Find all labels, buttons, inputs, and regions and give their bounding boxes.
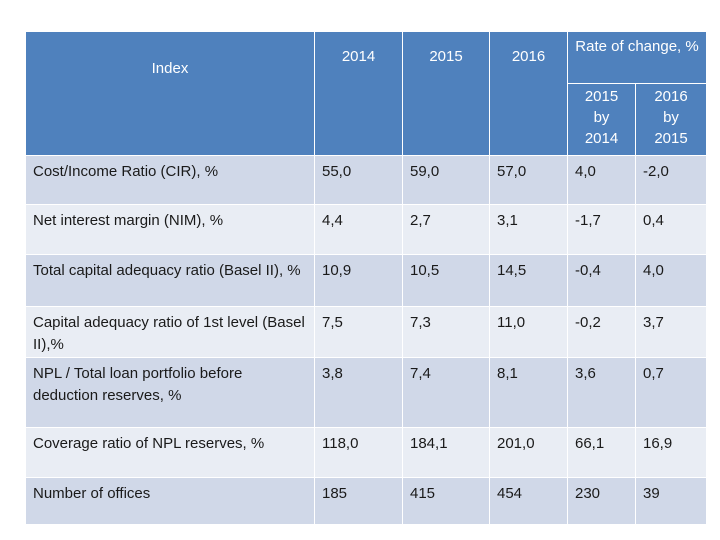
header-index: Index bbox=[25, 31, 315, 156]
cell-2016: 11,0 bbox=[489, 306, 568, 358]
header-sub-line: by bbox=[663, 109, 679, 126]
cell-change-2016-by-2015: 0,4 bbox=[634, 204, 708, 255]
header-rate-of-change-text: Rate of change, % bbox=[575, 38, 699, 55]
cell-change-2016-by-2015: 0,7 bbox=[634, 357, 708, 428]
table-row: Net interest margin (NIM), % 4,4 2,7 3,1… bbox=[25, 204, 708, 255]
row-label: Net interest margin (NIM), % bbox=[25, 204, 315, 255]
kpi-table: Index 2014 2015 2016 Rate of change, % 2… bbox=[25, 31, 708, 525]
cell-change-2016-by-2015: 16,9 bbox=[634, 427, 708, 478]
header-sub-line: 2014 bbox=[584, 130, 619, 147]
cell-2016: 14,5 bbox=[489, 254, 568, 307]
row-label: Capital adequacy ratio of 1st level (Bas… bbox=[25, 306, 315, 358]
cell-2015: 2,7 bbox=[402, 204, 490, 255]
header-sub-line: 2015 bbox=[584, 88, 619, 105]
cell-change-2016-by-2015: 4,0 bbox=[634, 254, 708, 307]
header-sub-line: 2016 bbox=[654, 88, 688, 105]
header-change-2015-by-2014: 2015 by 2014 bbox=[567, 83, 636, 156]
cell-2014: 3,8 bbox=[314, 357, 403, 428]
table-row: Number of offices 185 415 454 230 39 bbox=[25, 477, 708, 525]
cell-2014: 55,0 bbox=[314, 155, 403, 205]
cell-2016: 454 bbox=[489, 477, 568, 525]
cell-2014: 4,4 bbox=[314, 204, 403, 255]
cell-2015: 7,3 bbox=[402, 306, 490, 358]
cell-change-2016-by-2015: 3,7 bbox=[634, 306, 708, 358]
cell-change-2015-by-2014: 66,1 bbox=[567, 427, 636, 478]
cell-2016: 201,0 bbox=[489, 427, 568, 478]
header-rate-of-change: Rate of change, % bbox=[566, 31, 708, 84]
cell-2015: 415 bbox=[402, 477, 490, 525]
row-label: Total capital adequacy ratio (Basel II),… bbox=[25, 254, 315, 307]
header-change-2016-by-2015: 2016 by 2015 bbox=[634, 83, 708, 156]
cell-2014: 118,0 bbox=[314, 427, 403, 478]
cell-change-2015-by-2014: 4,0 bbox=[567, 155, 636, 205]
cell-change-2015-by-2014: -1,7 bbox=[567, 204, 636, 255]
cell-change-2015-by-2014: -0,4 bbox=[567, 254, 636, 307]
row-label: NPL / Total loan portfolio before deduct… bbox=[25, 357, 315, 428]
cell-change-2015-by-2014: -0,2 bbox=[567, 306, 636, 358]
cell-2016: 3,1 bbox=[489, 204, 568, 255]
cell-2016: 57,0 bbox=[489, 155, 568, 205]
cell-change-2015-by-2014: 230 bbox=[567, 477, 636, 525]
header-sub-line: by bbox=[593, 109, 610, 126]
cell-2014: 7,5 bbox=[314, 306, 403, 358]
cell-2015: 184,1 bbox=[402, 427, 490, 478]
header-year-2014: 2014 bbox=[314, 31, 403, 156]
table-row: Coverage ratio of NPL reserves, % 118,0 … bbox=[25, 427, 708, 478]
cell-2014: 10,9 bbox=[314, 254, 403, 307]
row-label: Coverage ratio of NPL reserves, % bbox=[25, 427, 315, 478]
cell-2015: 7,4 bbox=[402, 357, 490, 428]
header-year-2015: 2015 bbox=[402, 31, 490, 156]
cell-2015: 10,5 bbox=[402, 254, 490, 307]
table-row: Total capital adequacy ratio (Basel II),… bbox=[25, 254, 708, 307]
header-year-2016: 2016 bbox=[489, 31, 568, 156]
cell-2014: 185 bbox=[314, 477, 403, 525]
table-row: Capital adequacy ratio of 1st level (Bas… bbox=[25, 306, 708, 358]
table-row: Cost/Income Ratio (CIR), % 55,0 59,0 57,… bbox=[25, 155, 708, 205]
cell-change-2015-by-2014: 3,6 bbox=[567, 357, 636, 428]
cell-change-2016-by-2015: -2,0 bbox=[634, 155, 708, 205]
cell-2016: 8,1 bbox=[489, 357, 568, 428]
header-sub-line: 2015 bbox=[654, 130, 688, 147]
row-label: Cost/Income Ratio (CIR), % bbox=[25, 155, 315, 205]
cell-2015: 59,0 bbox=[402, 155, 490, 205]
table-row: NPL / Total loan portfolio before deduct… bbox=[25, 357, 708, 428]
cell-change-2016-by-2015: 39 bbox=[634, 477, 708, 525]
row-label: Number of offices bbox=[25, 477, 315, 525]
